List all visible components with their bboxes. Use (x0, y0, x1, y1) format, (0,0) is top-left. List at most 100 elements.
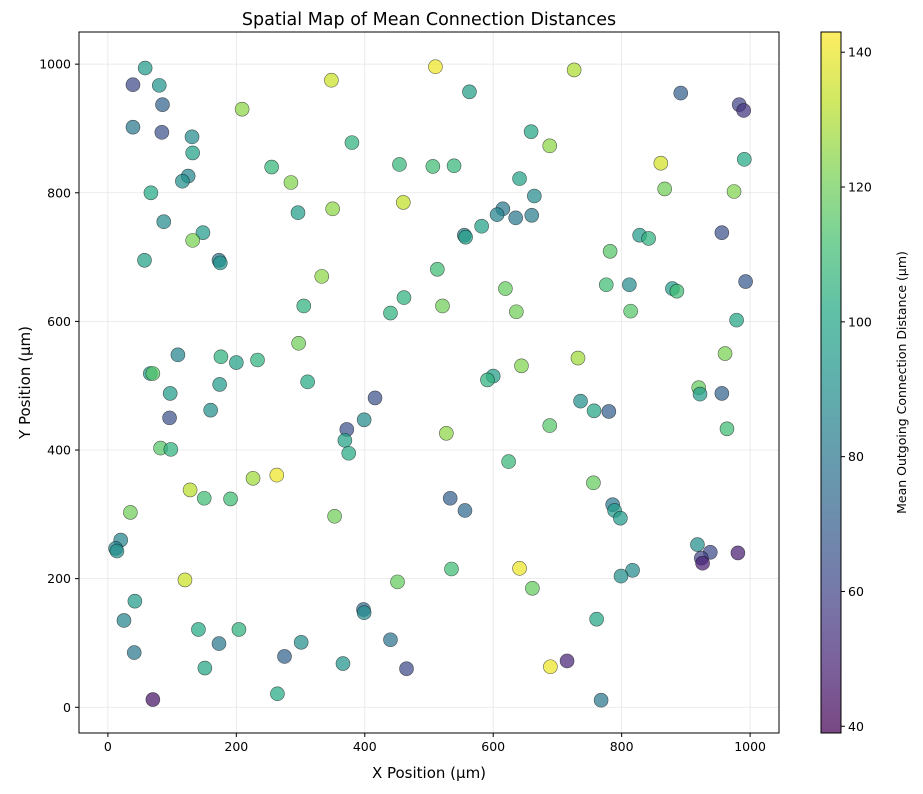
y-tick-label: 0 (63, 700, 71, 715)
scatter-point (641, 231, 656, 246)
scatter-point (695, 555, 710, 571)
scatter-point (717, 346, 733, 361)
scatter-point (290, 205, 306, 221)
scatter-point (570, 350, 586, 366)
scatter-point (162, 386, 178, 401)
scatter-point (182, 482, 198, 498)
scatter-point (296, 298, 312, 314)
scatter-point (623, 303, 638, 319)
scatter-point (123, 505, 138, 520)
scatter-point (542, 138, 558, 154)
scatter-point (264, 159, 279, 175)
x-axis-title: X Position (µm) (372, 764, 486, 782)
scatter-point (197, 660, 213, 676)
scatter-point (177, 572, 193, 588)
scatter-point (390, 574, 405, 590)
scatter-point (446, 158, 462, 174)
scatter-point (185, 233, 200, 248)
scatter-point (714, 225, 730, 240)
scatter-point (669, 283, 685, 299)
scatter-point (185, 145, 200, 161)
scatter-point (356, 412, 372, 428)
scatter-point (213, 349, 229, 365)
colorbar-tick-label: 40 (848, 719, 864, 734)
scatter-point (673, 85, 689, 101)
scatter-point (314, 269, 330, 284)
scatter-point (498, 281, 513, 296)
scatter-point (730, 545, 746, 561)
scatter-point (738, 274, 753, 289)
x-tick-label: 200 (224, 739, 248, 754)
scatter-point (509, 304, 524, 320)
scatter-point (602, 244, 618, 259)
colorbar (820, 31, 842, 734)
scatter-point (137, 253, 152, 268)
x-tick-label: 1000 (734, 739, 766, 754)
scatter-point (175, 173, 190, 189)
scatter-point (457, 503, 473, 518)
scatter-point (327, 508, 342, 524)
scatter-point (154, 125, 170, 140)
scatter-point (480, 372, 495, 388)
scatter-point (156, 214, 172, 230)
scatter-point (428, 59, 443, 75)
colorbar-tick-label: 100 (848, 314, 872, 329)
scatter-point (737, 152, 752, 167)
scatter-point (593, 692, 609, 708)
scatter-point (151, 78, 167, 93)
scatter-point (586, 475, 601, 491)
scatter-point (442, 490, 458, 506)
scatter-point (543, 659, 558, 675)
scatter-point (489, 207, 505, 222)
scatter-point (474, 218, 489, 234)
scatter-point (300, 374, 315, 390)
scatter-point (324, 72, 339, 88)
scatter-point (690, 537, 705, 552)
y-tick-label: 600 (47, 314, 71, 329)
scatter-point (245, 471, 261, 486)
scatter-point (501, 454, 516, 469)
scatter-point (335, 656, 351, 671)
scatter-point (203, 402, 218, 418)
scatter-point (527, 188, 542, 204)
scatter-point (162, 410, 177, 426)
scatter-point (514, 358, 529, 374)
scatter-point (657, 181, 672, 197)
scatter-point (598, 277, 614, 293)
scatter-point (127, 593, 143, 609)
grid-lines (79, 32, 779, 733)
scatter-point (512, 171, 527, 186)
scatter-point (439, 426, 454, 441)
scatter-point (137, 60, 153, 76)
scatter-point (325, 201, 340, 217)
scatter-point (145, 366, 161, 381)
scatter-point (435, 298, 450, 314)
scatter-point (613, 510, 628, 526)
scatter-point (566, 62, 582, 78)
scatter-point (155, 97, 170, 112)
scatter-points (108, 59, 753, 708)
scatter-point (170, 347, 186, 363)
colorbar-tick-label: 80 (848, 449, 864, 464)
scatter-point (396, 195, 411, 210)
scatter-point (399, 661, 414, 676)
scatter-point (729, 312, 744, 328)
scatter-point (229, 355, 244, 370)
scatter-point (622, 277, 637, 293)
scatter-point (601, 404, 617, 419)
y-tick-label: 400 (47, 443, 71, 458)
scatter-point (430, 262, 445, 277)
colorbar-title: Mean Outgoing Connection Distance (µm) (894, 251, 909, 514)
scatter-point (559, 653, 575, 669)
scatter-point (356, 605, 372, 621)
scatter-point (613, 568, 629, 584)
scatter-point (444, 561, 459, 577)
scatter-point (223, 491, 238, 507)
scatter-point (291, 335, 306, 351)
scatter-point (462, 84, 477, 100)
x-tick-label: 0 (104, 739, 112, 754)
scatter-point (212, 255, 228, 271)
scatter-point (458, 229, 473, 245)
colorbar-ticks: 40 60 80 100 120 140 (841, 45, 872, 734)
